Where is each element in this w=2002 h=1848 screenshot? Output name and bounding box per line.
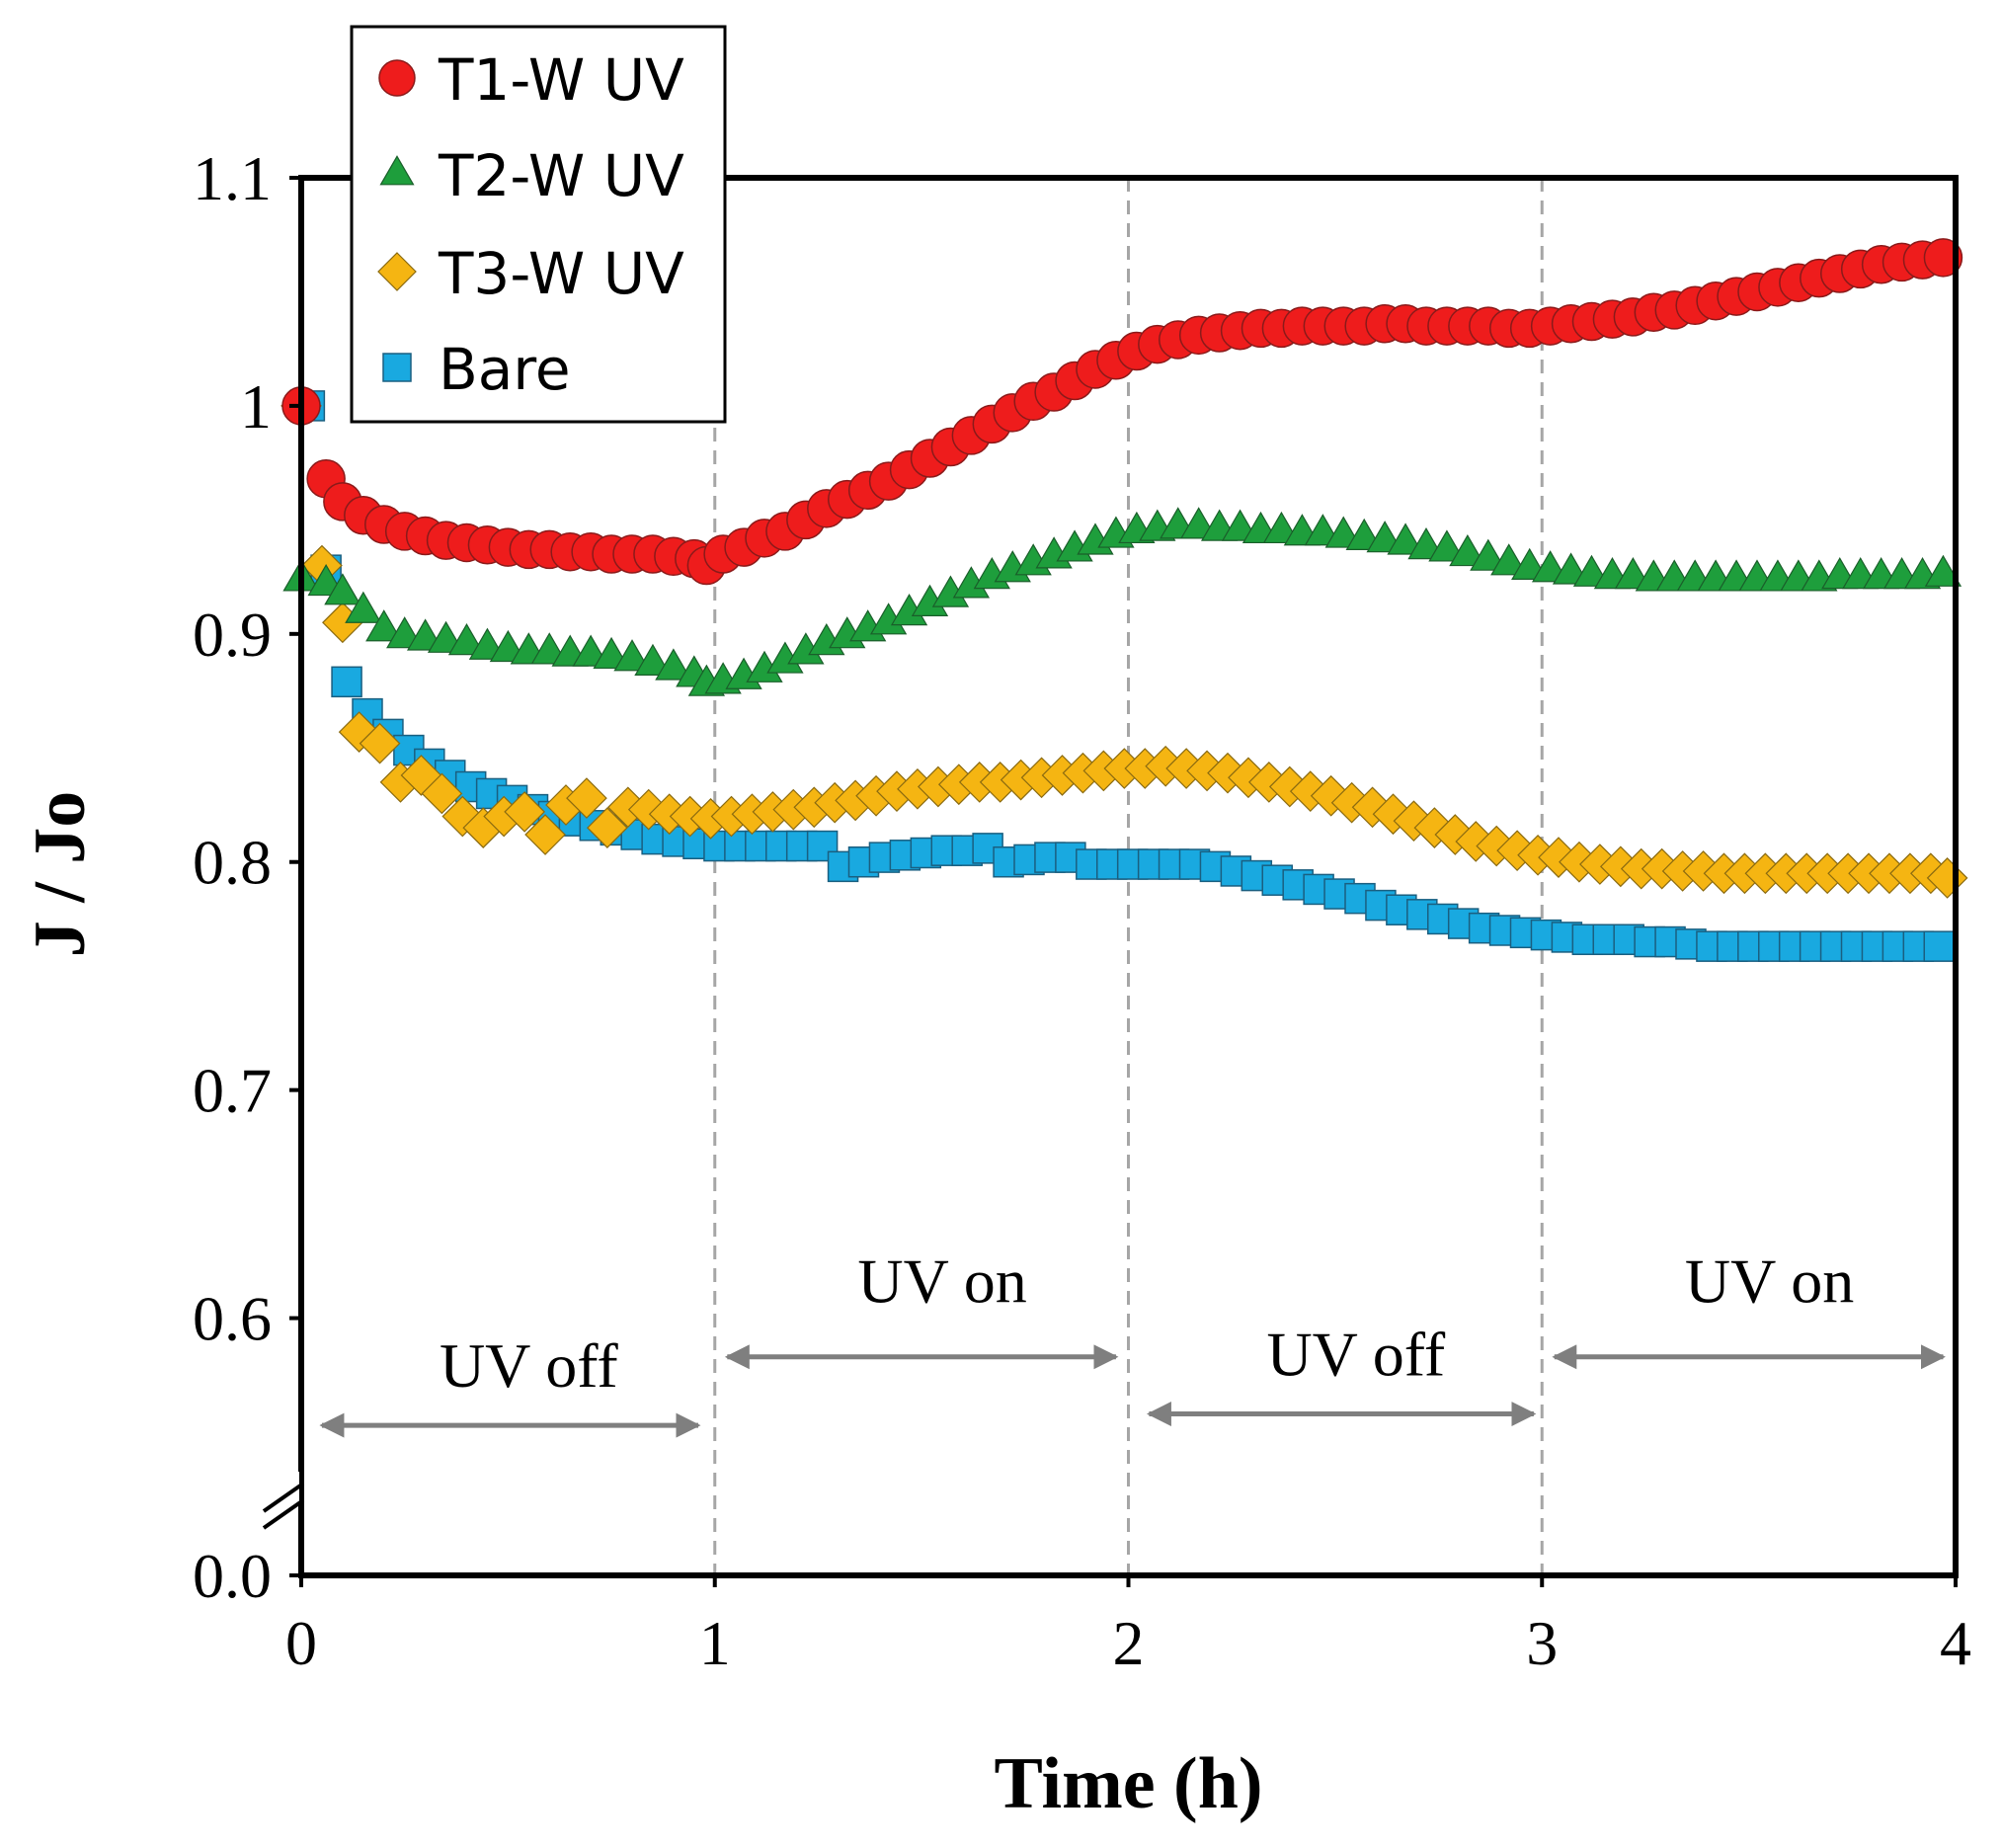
x-tick-label: 4 <box>1940 1608 1971 1678</box>
phase-label: UV off <box>1266 1319 1445 1389</box>
y-tick-label: 1.1 <box>193 143 272 213</box>
legend-label: T1-W UV <box>438 46 684 114</box>
data-point <box>1923 930 1955 962</box>
series-t2-w-uv <box>282 507 1962 696</box>
x-tick-label: 1 <box>699 1608 731 1678</box>
y-tick-label: 1 <box>240 371 272 442</box>
data-point <box>1923 238 1963 278</box>
data-point <box>359 722 401 764</box>
series-t1-w-uv <box>281 238 1963 586</box>
y-axis-title: J / Jo <box>20 791 101 958</box>
axis-break-mark <box>262 1482 305 1513</box>
data-point <box>613 639 651 672</box>
x-tick-label: 2 <box>1113 1608 1145 1678</box>
data-point <box>377 252 417 291</box>
x-tick-label: 3 <box>1526 1608 1558 1678</box>
data-point <box>421 772 463 815</box>
data-point <box>1470 538 1507 571</box>
data-point <box>1490 543 1528 576</box>
legend-label: Bare <box>439 336 571 403</box>
legend-label: T2-W UV <box>438 142 684 209</box>
data-point <box>587 807 628 848</box>
data-point <box>655 648 692 681</box>
data-point <box>1449 533 1486 567</box>
y-tick-label: 0.8 <box>193 828 272 898</box>
series-t3-w-uv <box>280 385 1968 899</box>
y-tick-label: 0.9 <box>193 600 272 670</box>
y-tick-label: 0.6 <box>193 1284 272 1354</box>
data-point <box>379 155 415 186</box>
data-point <box>345 591 382 623</box>
data-point <box>365 609 403 642</box>
x-axis-title: Time (h) <box>994 1743 1262 1824</box>
phase-label: UV off <box>440 1330 618 1401</box>
data-point <box>524 814 566 855</box>
y-tick-label: 0.0 <box>193 1541 272 1611</box>
data-point <box>504 791 545 833</box>
y-tick-label: 0.7 <box>193 1056 272 1126</box>
phase-label: UV on <box>1685 1245 1854 1316</box>
data-point <box>378 59 416 97</box>
data-point <box>331 666 362 698</box>
legend-box <box>350 25 727 424</box>
data-point <box>1924 554 1962 587</box>
legend-label: T3-W UV <box>438 240 684 307</box>
data-point <box>634 643 672 676</box>
phase-label: UV on <box>857 1245 1026 1316</box>
axis-break-mark <box>262 1498 305 1530</box>
data-point <box>324 573 361 605</box>
data-point <box>382 353 412 382</box>
data-point <box>447 623 486 656</box>
data-point <box>1428 529 1466 562</box>
x-tick-label: 0 <box>285 1608 317 1678</box>
data-point <box>566 777 607 819</box>
data-point <box>1387 522 1424 555</box>
